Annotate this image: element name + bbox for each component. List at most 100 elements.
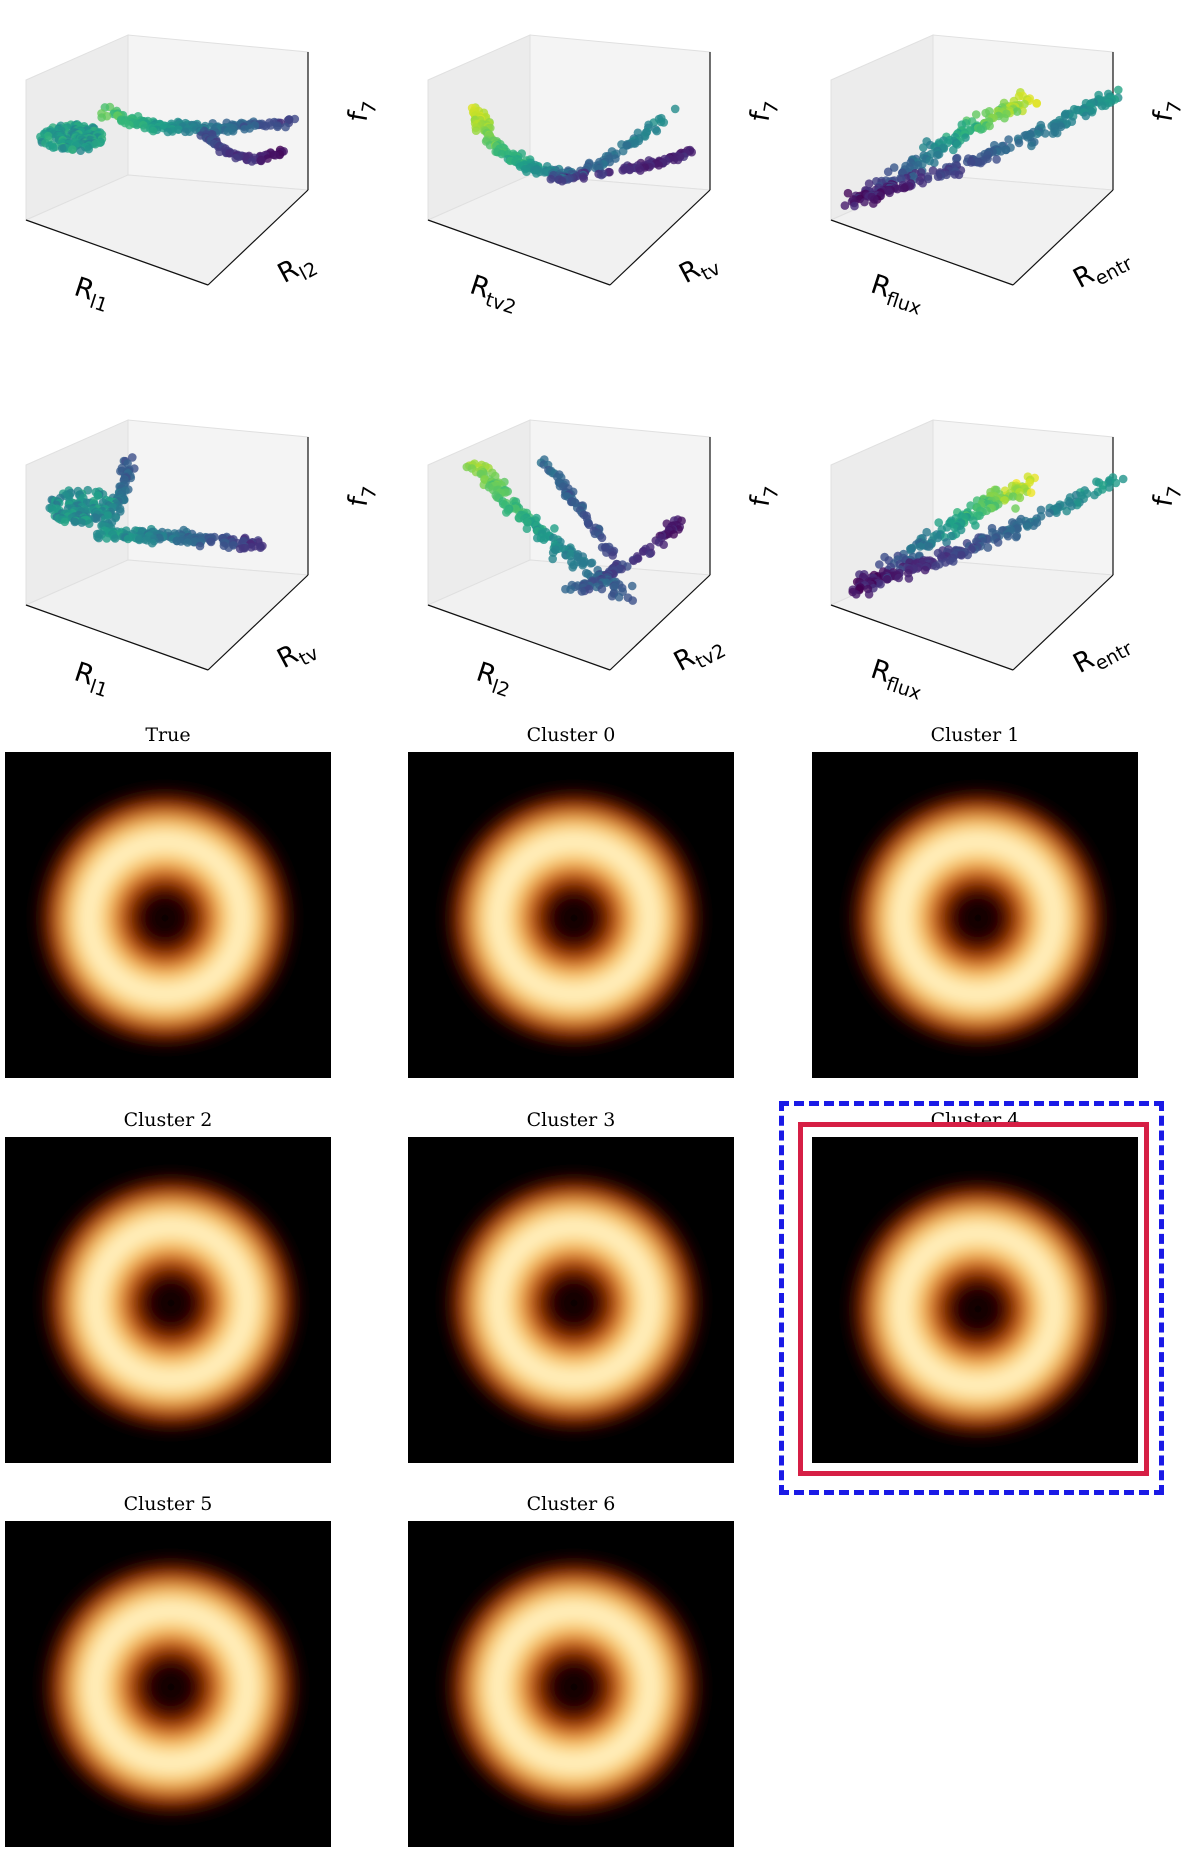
scatter-point [618,166,627,175]
y-axis-line [207,189,309,286]
scatter-point [851,590,861,599]
scatter-point [497,149,507,159]
x-axis-label: Rl1 [69,657,114,702]
y-axis-label: Rtv [272,630,322,679]
scatter-point [261,121,271,131]
scatter-points [36,102,300,166]
x-axis-line [830,604,1014,671]
scatter-point [183,538,192,547]
scatter-point [125,120,134,130]
scatter-point [1011,532,1021,542]
scatter-plot-5: Rl2 Rtv2 f7 [426,419,784,702]
scatter-point [60,517,70,527]
scatter-plot-6: Rflux Rentr f7 [829,419,1187,705]
scatter-point [1045,508,1054,518]
scatter-point [1114,85,1123,95]
scatter-point [928,166,938,175]
scatter-point [625,165,635,175]
ring-image [812,1137,1138,1463]
scatter-point [76,146,85,155]
scatter-point [57,144,67,153]
scatter-point [550,524,559,533]
scatter-point [949,145,958,155]
scatter-point [966,158,976,167]
scatter-plot-3: Rflux Rentr f7 [829,34,1187,320]
scatter-point [1097,101,1107,111]
scatter-point [1104,483,1114,492]
scatter-point [942,538,951,547]
scatter-point [628,596,637,605]
scatter-point [1004,135,1013,144]
pane-back [127,419,309,576]
scatter-point [1062,506,1071,516]
scatter-point [84,519,94,528]
scatter-points [848,472,1128,599]
scatter-point [1036,505,1046,515]
scatter-point [627,581,637,591]
scatter-point [1090,490,1099,500]
scatter-point [920,565,930,575]
x-axis-line [830,219,1014,286]
scatter-point [946,531,956,541]
scatter-point [522,167,531,176]
scatter-points [840,85,1123,211]
z-axis-label: f7 [744,482,783,510]
panel-title: Cluster 5 [123,1493,213,1515]
scatter-point [1012,107,1022,116]
scatter-point [270,151,280,160]
scatter-point [1029,521,1038,530]
scatter-point [281,122,290,132]
scatter-point [597,584,607,594]
scatter-point [930,158,939,168]
scatter-point [176,537,186,546]
scatter-point [566,551,575,561]
scatter-point [1056,122,1066,132]
scatter-point [904,574,914,583]
scatter-point [638,547,648,556]
scatter-point [608,551,617,560]
scatter-point [135,535,144,545]
scatter-points [467,103,696,186]
scatter-point [215,147,224,157]
image-panel [408,1137,734,1463]
scatter-point [1032,99,1042,108]
ring-image [812,752,1138,1078]
image-panel [408,752,734,1078]
scatter-point [273,122,282,132]
x-axis-label: Rl1 [69,272,114,317]
scatter-point [256,156,266,166]
scatter-point [597,170,606,180]
highlight-dashed-box [779,1101,1164,1495]
scatter-point [652,126,662,136]
scatter-point [1027,141,1036,151]
scatter-point [918,178,927,188]
image-panel [812,752,1138,1078]
scatter-point [1052,508,1061,517]
scatter-point [502,508,511,517]
panel-title: Cluster 1 [930,724,1020,746]
x-axis-label: Rflux [866,269,929,320]
panel-title: Cluster 6 [526,1493,616,1515]
panel-title: Cluster 2 [123,1109,213,1131]
scatter-point [601,578,611,587]
scatter-point [976,158,985,168]
scatter-point [579,174,589,183]
y-axis-line [207,574,309,671]
scatter-point [77,518,87,527]
scatter-point [471,126,481,135]
y-axis-line [1012,189,1114,286]
scatter-point [224,543,233,552]
scatter-point [860,197,869,207]
panel-title: Cluster 0 [526,724,616,746]
scatter-point [933,172,943,181]
image-panel [812,1137,1138,1463]
scatter-point [532,169,541,178]
scatter-point [659,118,669,127]
scatter-point [548,554,557,564]
ring-image [5,752,331,1078]
scatter-point [614,592,624,602]
scatter-point [919,143,928,152]
x-axis-label: Rflux [866,654,929,705]
x-axis-label: Rtv2 [465,270,523,320]
image-panel [5,752,331,1078]
